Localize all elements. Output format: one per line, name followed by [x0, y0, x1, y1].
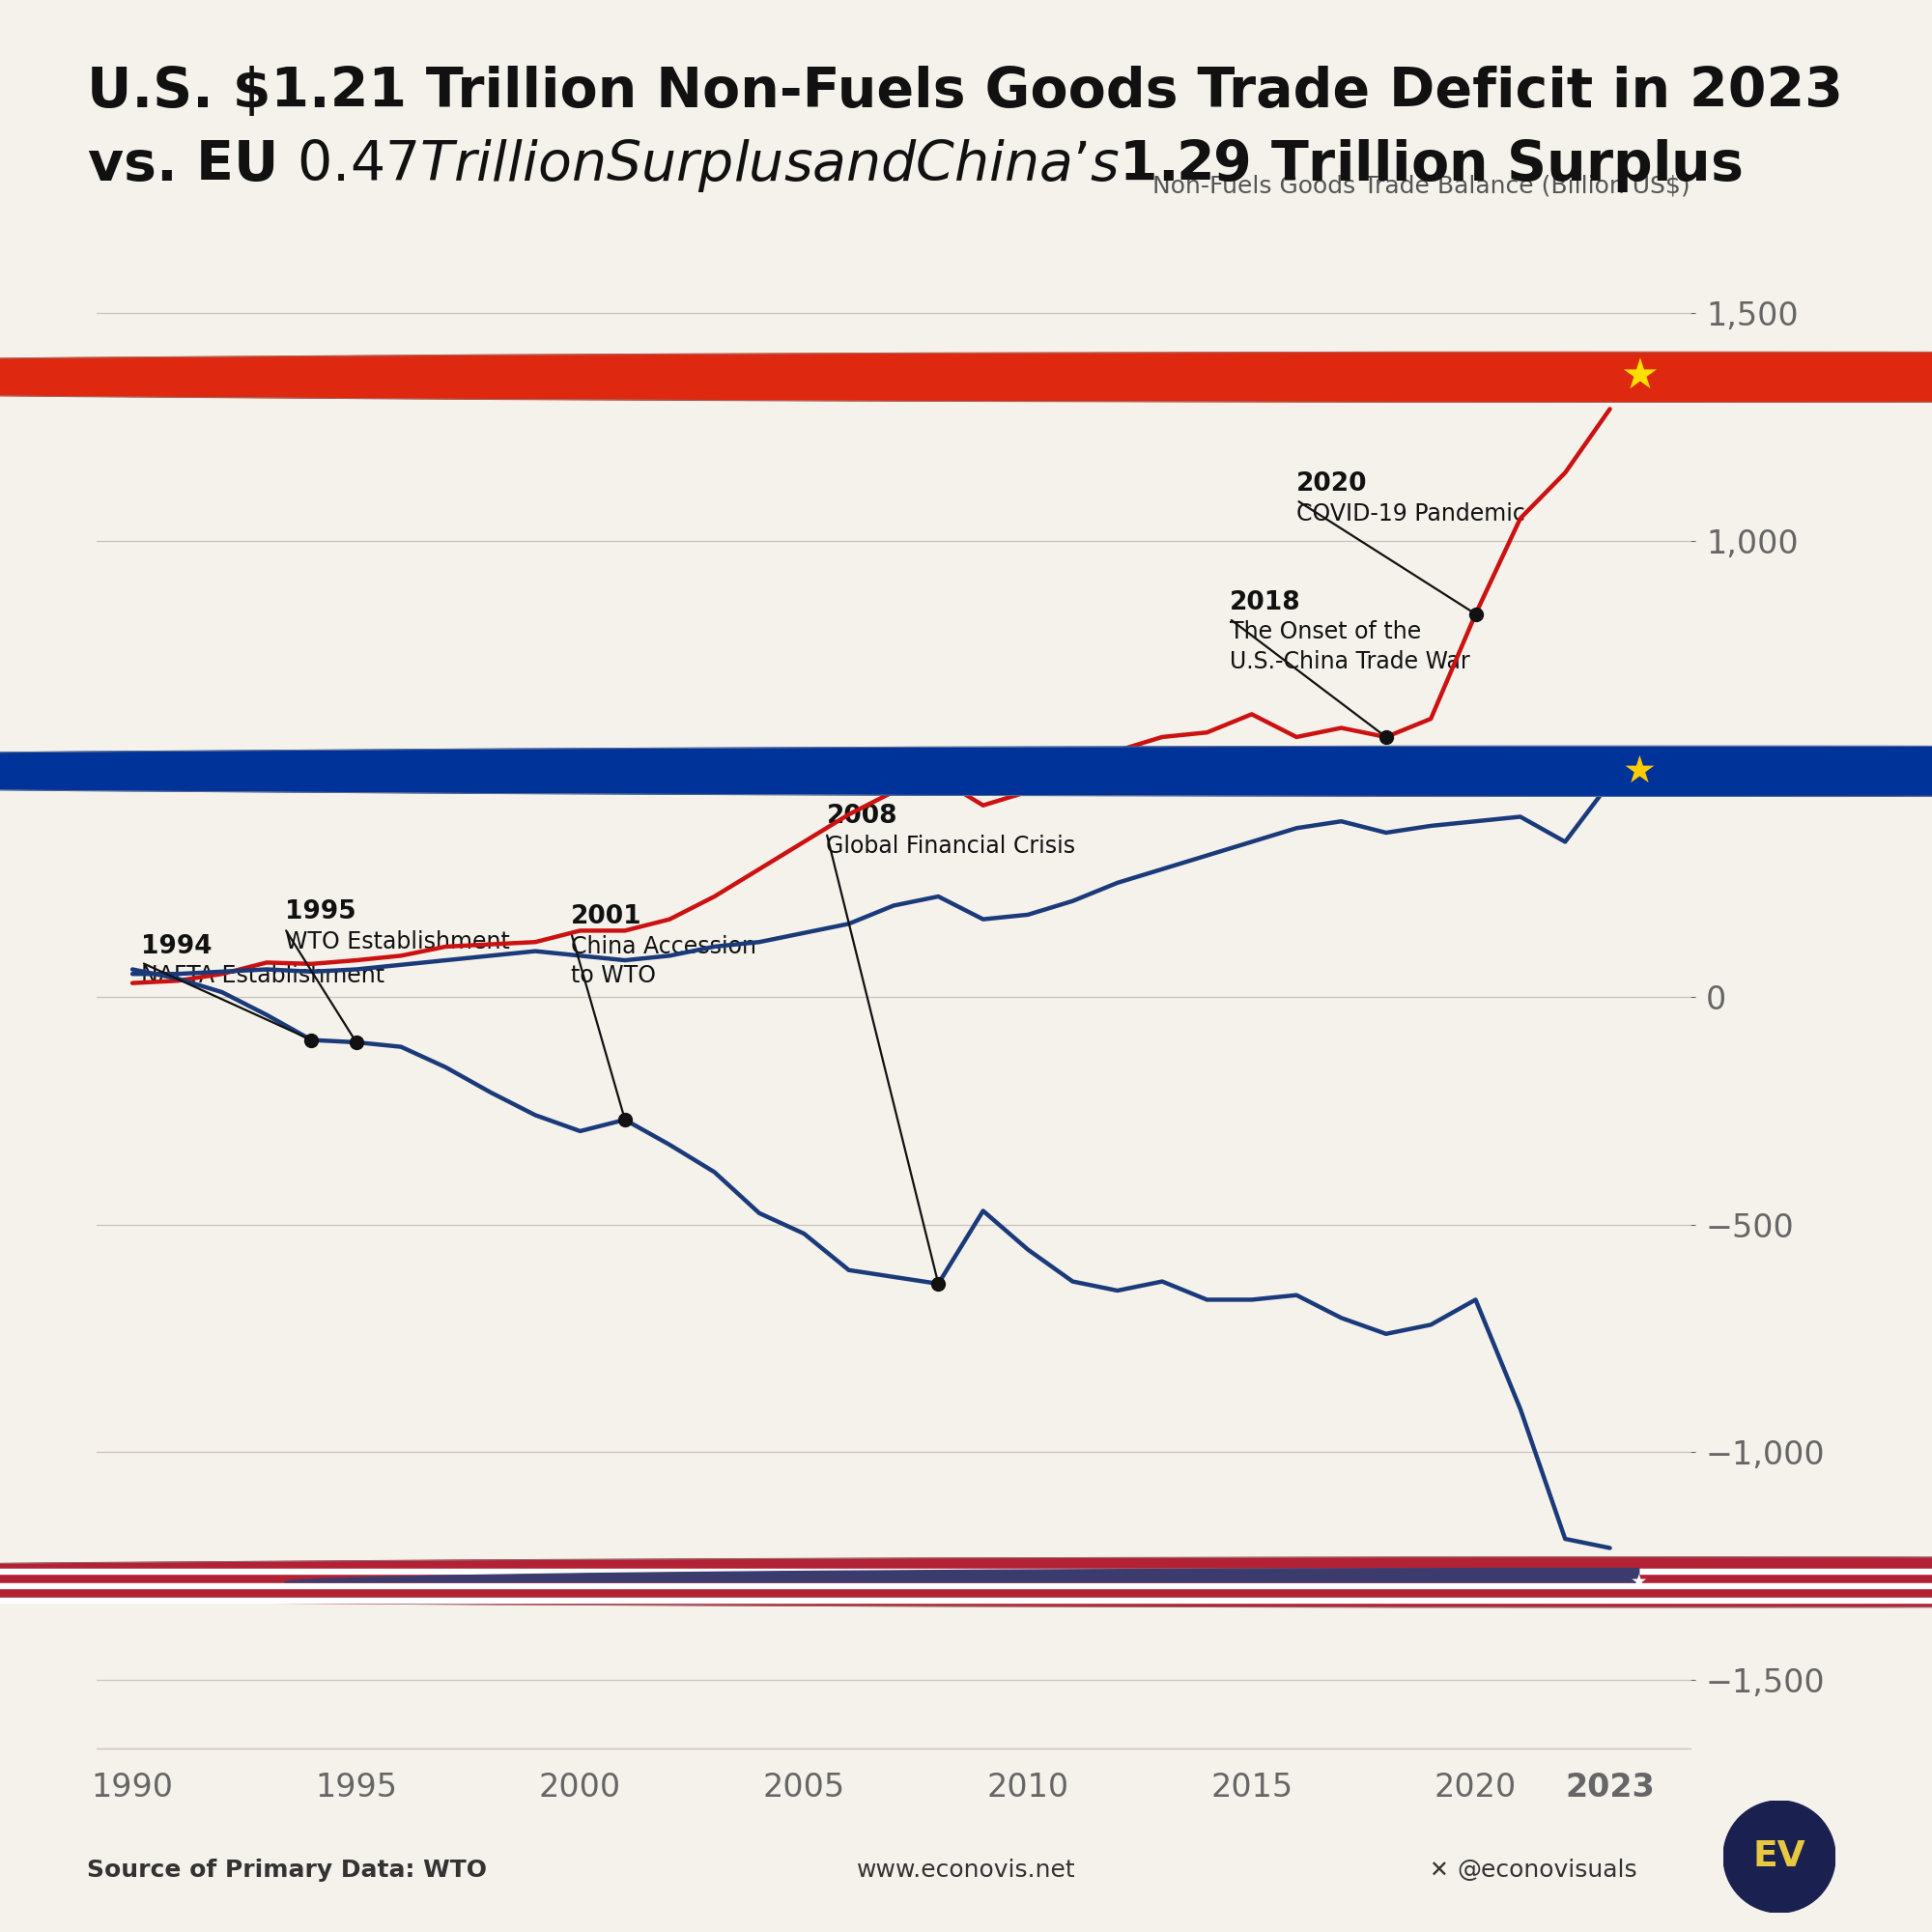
- Text: Global Financial Crisis: Global Financial Crisis: [827, 835, 1076, 858]
- Text: vs. EU $0.47 Trillion Surplus and China’s $1.29 Trillion Surplus: vs. EU $0.47 Trillion Surplus and China’…: [87, 137, 1743, 195]
- Text: 2018: 2018: [1229, 589, 1300, 614]
- Wedge shape: [0, 746, 1932, 796]
- Text: 1994: 1994: [141, 933, 213, 958]
- Text: www.econovis.net: www.econovis.net: [856, 1859, 1076, 1882]
- Wedge shape: [284, 1569, 1638, 1582]
- Wedge shape: [0, 352, 1932, 402]
- Text: Non-Fuels Goods Trade Balance (Billion US$): Non-Fuels Goods Trade Balance (Billion U…: [1153, 174, 1690, 197]
- Text: 2020: 2020: [1296, 471, 1368, 497]
- Bar: [0, 1598, 1932, 1602]
- Bar: [0, 1569, 1932, 1575]
- Text: The Onset of the
U.S.-China Trade War: The Onset of the U.S.-China Trade War: [1229, 620, 1470, 672]
- Text: 2001: 2001: [572, 904, 641, 929]
- Text: ★: ★: [1631, 1573, 1648, 1592]
- Wedge shape: [0, 1557, 1932, 1607]
- Text: NAFTA Establishment: NAFTA Establishment: [141, 964, 384, 987]
- Bar: [0, 1582, 1932, 1588]
- Text: Source of Primary Data: WTO: Source of Primary Data: WTO: [87, 1859, 487, 1882]
- Text: EV: EV: [1752, 1839, 1806, 1874]
- Text: 2008: 2008: [827, 804, 896, 829]
- Text: U.S. $1.21 Trillion Non-Fuels Goods Trade Deficit in 2023: U.S. $1.21 Trillion Non-Fuels Goods Trad…: [87, 66, 1843, 120]
- Text: ★: ★: [1619, 355, 1658, 398]
- Text: ✕: ✕: [1430, 1859, 1457, 1882]
- Text: China Accession
to WTO: China Accession to WTO: [572, 935, 757, 987]
- Text: @econovisuals: @econovisuals: [1457, 1859, 1636, 1882]
- Text: 1995: 1995: [284, 900, 355, 925]
- Text: ★: ★: [1623, 753, 1656, 790]
- Text: COVID-19 Pandemic: COVID-19 Pandemic: [1296, 502, 1526, 526]
- Text: WTO Establishment: WTO Establishment: [284, 929, 510, 952]
- Circle shape: [1723, 1801, 1835, 1913]
